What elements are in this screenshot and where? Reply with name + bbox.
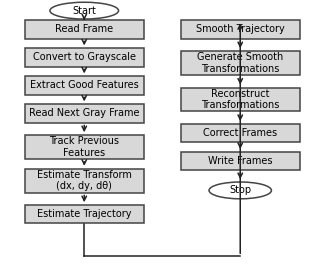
Bar <box>25 48 144 67</box>
Ellipse shape <box>50 2 119 19</box>
Text: Convert to Grayscale: Convert to Grayscale <box>33 52 136 62</box>
Text: Start: Start <box>72 6 96 16</box>
Bar <box>25 169 144 193</box>
Bar <box>25 20 144 39</box>
Text: Smooth Trajectory: Smooth Trajectory <box>196 24 285 34</box>
Text: Estimate Trajectory: Estimate Trajectory <box>37 209 131 219</box>
Text: Extract Good Features: Extract Good Features <box>30 80 139 90</box>
Bar <box>181 20 300 39</box>
Text: Reconstruct
Transformations: Reconstruct Transformations <box>201 88 280 110</box>
Text: Correct Frames: Correct Frames <box>203 128 277 138</box>
Text: Estimate Transform
(dx, dy, dθ): Estimate Transform (dx, dy, dθ) <box>37 170 132 192</box>
Bar <box>181 152 300 170</box>
Bar <box>25 205 144 223</box>
Bar <box>25 135 144 159</box>
Ellipse shape <box>209 182 271 199</box>
Text: Read Next Gray Frame: Read Next Gray Frame <box>29 108 139 118</box>
Text: Read Frame: Read Frame <box>55 24 113 34</box>
Bar <box>181 51 300 75</box>
Text: Write Frames: Write Frames <box>208 156 272 166</box>
Text: Generate Smooth
Transformations: Generate Smooth Transformations <box>197 52 283 74</box>
Bar <box>25 76 144 95</box>
Bar <box>181 124 300 142</box>
Bar <box>25 104 144 123</box>
Bar <box>181 88 300 111</box>
Text: Stop: Stop <box>229 185 251 195</box>
Text: Track Previous
Features: Track Previous Features <box>49 136 119 158</box>
